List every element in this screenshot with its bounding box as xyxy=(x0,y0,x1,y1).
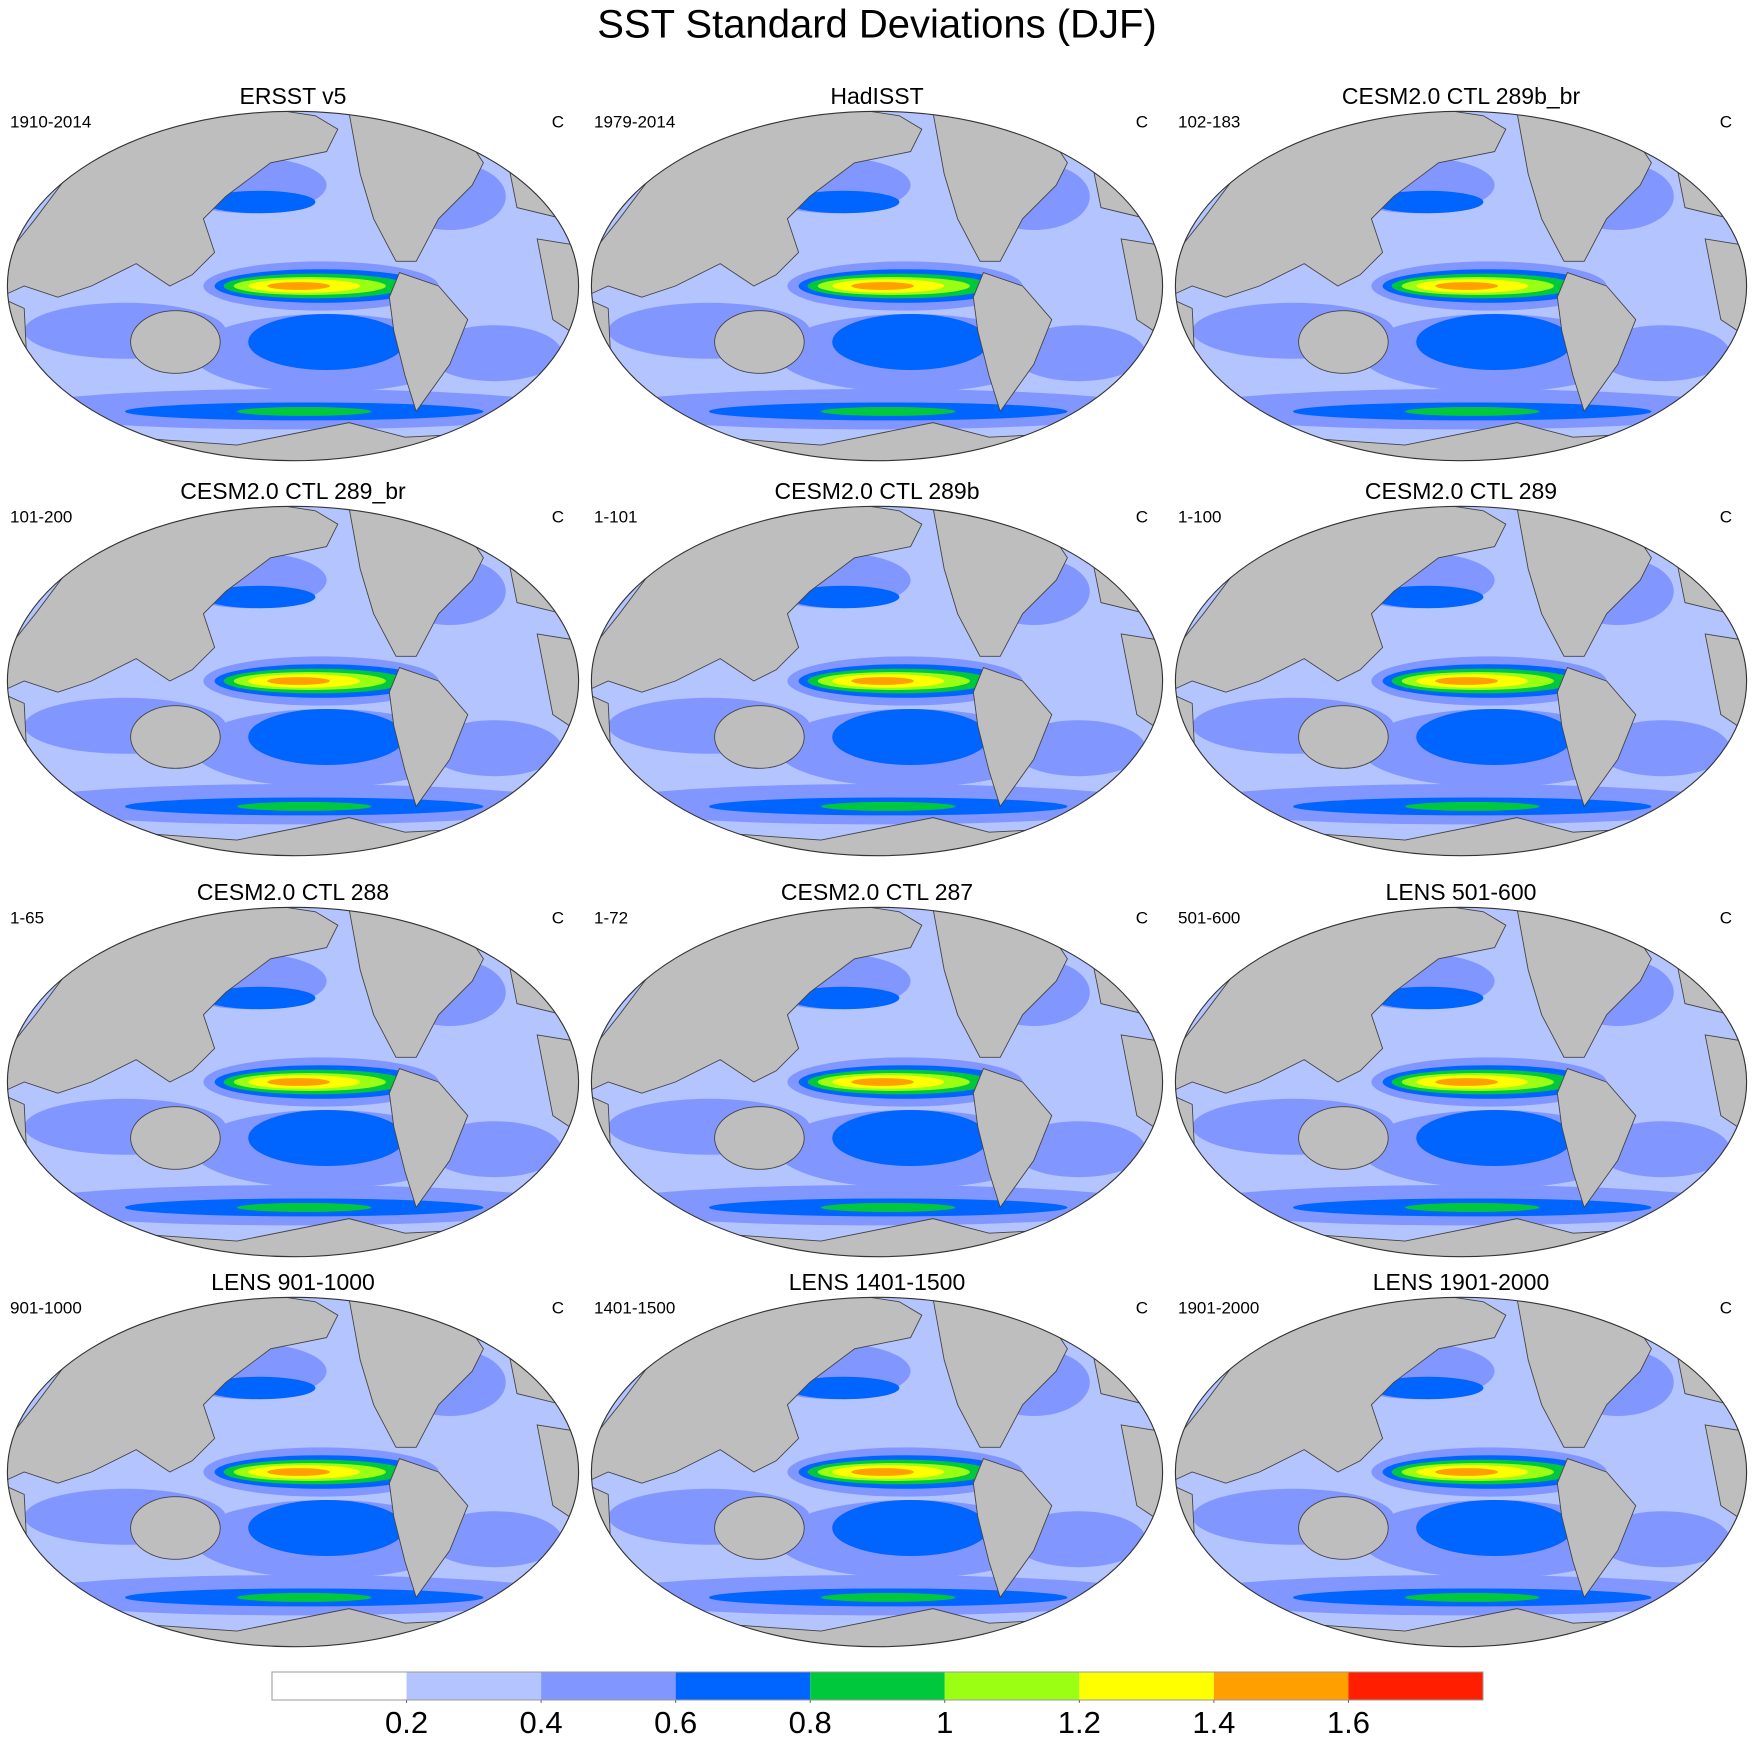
panel-units: C xyxy=(1720,908,1732,927)
globe-map xyxy=(1168,901,1755,1306)
globe-map xyxy=(584,500,1171,905)
globe-map xyxy=(584,105,1171,510)
map-panel: LENS 1901-2000 1901-2000 C xyxy=(1168,1269,1755,1696)
map-panel: LENS 901-1000 901-1000 C xyxy=(0,1269,586,1696)
colorbar-label: 0.8 xyxy=(789,1705,832,1740)
map-panel: CESM2.0 CTL 289b_br 102-183 C xyxy=(1168,83,1755,510)
map-panel: CESM2.0 CTL 289 1-100 C xyxy=(1168,478,1755,905)
panel-units: C xyxy=(1136,1298,1148,1317)
colorbar-box xyxy=(810,1672,945,1700)
panel-units: C xyxy=(1136,908,1148,927)
colorbar-label: 0.6 xyxy=(654,1705,697,1740)
panel-period: 101-200 xyxy=(10,507,72,526)
panel-title: CESM2.0 CTL 289b_br xyxy=(1342,83,1581,109)
panel-units: C xyxy=(1720,1298,1732,1317)
panel-period: 1901-2000 xyxy=(1178,1298,1259,1317)
panel-title: LENS 1901-2000 xyxy=(1373,1269,1549,1295)
panel-period: 1401-1500 xyxy=(594,1298,675,1317)
globe-map xyxy=(1168,500,1755,905)
map-panel: LENS 501-600 501-600 C xyxy=(1168,879,1755,1306)
map-panel: ERSST v5 1910-2014 C xyxy=(0,83,586,510)
panel-units: C xyxy=(1720,112,1732,131)
panel-title: ERSST v5 xyxy=(240,83,347,109)
map-panel: CESM2.0 CTL 289_br 101-200 C xyxy=(0,478,586,905)
panel-period: 501-600 xyxy=(1178,908,1240,927)
panel-period: 1-100 xyxy=(1178,507,1221,526)
panel-period: 1979-2014 xyxy=(594,112,675,131)
map-panel: LENS 1401-1500 1401-1500 C xyxy=(584,1269,1171,1696)
colorbar-box xyxy=(272,1672,407,1700)
colorbar-box xyxy=(406,1672,542,1700)
globe-map xyxy=(584,1291,1171,1696)
panel-units: C xyxy=(552,1298,564,1317)
globe-map xyxy=(584,901,1171,1306)
colorbar-box xyxy=(541,1672,676,1700)
colorbar-label: 1 xyxy=(936,1705,953,1740)
panel-period: 1-72 xyxy=(594,908,628,927)
panel-period: 1-65 xyxy=(10,908,44,927)
colorbar-label: 1.6 xyxy=(1327,1705,1370,1740)
panel-title: CESM2.0 CTL 287 xyxy=(781,879,973,905)
panel-period: 1910-2014 xyxy=(10,112,91,131)
globe-map xyxy=(1168,105,1755,510)
colorbar-box xyxy=(1079,1672,1214,1700)
panel-title: LENS 901-1000 xyxy=(211,1269,375,1295)
panel-title: HadISST xyxy=(830,83,923,109)
panel-period: 1-101 xyxy=(594,507,637,526)
globe-map xyxy=(1168,1291,1755,1696)
panel-units: C xyxy=(552,507,564,526)
panel-title: LENS 501-600 xyxy=(1386,879,1537,905)
colorbar-label: 1.4 xyxy=(1192,1705,1235,1740)
globe-map xyxy=(0,901,586,1306)
colorbar-label: 1.2 xyxy=(1058,1705,1101,1740)
colorbar-box xyxy=(1348,1672,1483,1700)
colorbar-box xyxy=(1213,1672,1349,1700)
figure-title: SST Standard Deviations (DJF) xyxy=(597,3,1156,47)
panel-period: 901-1000 xyxy=(10,1298,82,1317)
panel-units: C xyxy=(1720,507,1732,526)
colorbar-frame xyxy=(271,1671,1484,1701)
panel-units: C xyxy=(1136,507,1148,526)
panel-title: CESM2.0 CTL 289_br xyxy=(180,478,406,504)
map-panel: HadISST 1979-2014 C xyxy=(584,83,1171,510)
panel-title: CESM2.0 CTL 288 xyxy=(197,879,389,905)
map-panel: CESM2.0 CTL 288 1-65 C xyxy=(0,879,586,1306)
colorbar-label: 0.4 xyxy=(520,1705,563,1740)
map-panel: CESM2.0 CTL 289b 1-101 C xyxy=(584,478,1171,905)
panel-units: C xyxy=(552,112,564,131)
map-panel: CESM2.0 CTL 287 1-72 C xyxy=(584,879,1171,1306)
panel-units: C xyxy=(1136,112,1148,131)
panel-units: C xyxy=(552,908,564,927)
globe-map xyxy=(0,105,586,510)
colorbar-box xyxy=(675,1672,811,1700)
globe-map xyxy=(0,1291,586,1696)
panel-title: CESM2.0 CTL 289 xyxy=(1365,478,1557,504)
colorbar-label: 0.2 xyxy=(385,1705,428,1740)
panel-title: LENS 1401-1500 xyxy=(789,1269,965,1295)
panel-period: 102-183 xyxy=(1178,112,1240,131)
panel-title: CESM2.0 CTL 289b xyxy=(775,478,980,504)
globe-map xyxy=(0,500,586,905)
colorbar-box xyxy=(944,1672,1080,1700)
